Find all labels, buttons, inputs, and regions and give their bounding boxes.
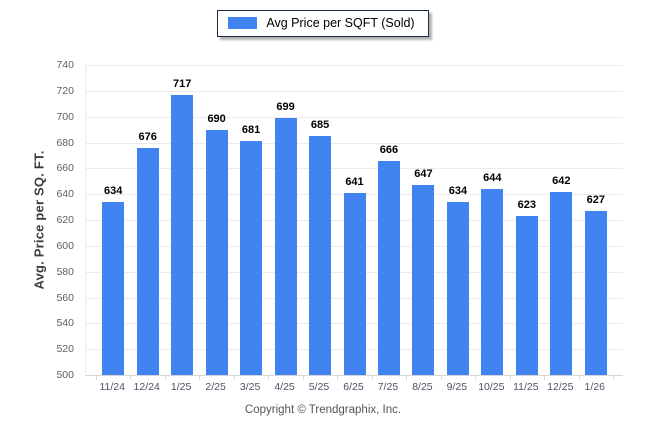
x-tick-mark (96, 376, 97, 380)
x-tick-label: 1/26 (584, 381, 605, 393)
bar-value-label: 690 (207, 112, 226, 125)
bar-value-label: 623 (517, 199, 536, 212)
bar-value-label: 644 (483, 172, 502, 184)
x-tick-label: 10/25 (478, 381, 505, 393)
x-tick-mark (233, 376, 235, 380)
bar-value-label: 685 (310, 119, 330, 132)
legend-swatch-icon (228, 17, 258, 30)
y-tick-label: 520 (56, 343, 74, 356)
bar-12/24 (136, 147, 159, 375)
bar-value-label: 634 (104, 184, 123, 197)
y-tick-label: 540 (56, 317, 74, 330)
x-tick-label: 6/25 (343, 381, 364, 393)
y-tick-label: 700 (56, 110, 74, 123)
gridline (86, 116, 623, 118)
x-tick-mark (199, 376, 201, 380)
bar-value-label: 676 (138, 130, 157, 143)
bar-value-label: 627 (586, 193, 605, 206)
bar-2/25 (205, 129, 228, 375)
x-tick-label: 9/25 (446, 381, 468, 393)
bar-value-label: 666 (379, 143, 399, 156)
y-tick-label: 740 (56, 59, 74, 71)
x-tick-label: 8/25 (412, 381, 433, 393)
gridline (86, 90, 623, 92)
y-tick-label: 660 (56, 162, 74, 175)
x-tick-mark (578, 376, 580, 380)
x-axis-labels: 11/24 12/24 1/25 2/25 3/25 4/25 5/25 6/25 7/25 8/… (85, 382, 622, 398)
bar-value-label: 634 (448, 184, 468, 197)
bar-8/25 (412, 185, 435, 375)
bar-10/25 (481, 189, 504, 375)
y-tick-label: 560 (56, 291, 74, 304)
bar-9/25 (446, 201, 469, 375)
bar-value-label: 642 (552, 174, 571, 187)
x-tick-label: 1/25 (170, 381, 192, 393)
x-tick-label: 3/25 (239, 381, 261, 393)
y-tick-label: 600 (56, 239, 74, 252)
y-tick-label: 580 (56, 265, 74, 278)
x-tick-label: 11/25 (513, 381, 539, 393)
legend-box: Avg Price per SQFT (Sold) (217, 10, 429, 37)
bar-4/25 (274, 117, 297, 375)
bar-11/25 (515, 216, 538, 375)
bar-value-label: 699 (276, 100, 295, 113)
x-tick-mark (613, 376, 614, 380)
y-tick-label: 640 (56, 188, 74, 201)
bar-value-label: 641 (345, 175, 364, 188)
legend-label: Avg Price per SQFT (Sold) (266, 16, 415, 30)
x-tick-mark (268, 376, 270, 380)
x-tick-mark (440, 376, 442, 380)
y-axis-labels: 500 520 540 560 580 600 620 640 660 680 700 720 740 (0, 60, 80, 380)
x-tick-mark (509, 376, 511, 380)
gridline (86, 65, 623, 66)
copyright-text: Copyright © Trendgraphix, Inc. (244, 404, 402, 416)
x-tick-label: 12/25 (547, 381, 574, 393)
bar-value-label: 647 (414, 168, 433, 181)
x-tick-label: 7/25 (377, 381, 399, 393)
x-tick-mark (544, 376, 546, 380)
plot-area: 634 676 717 690 681 699 685 641 666 647 634 644 623 6… (85, 65, 623, 380)
x-tick-mark (130, 376, 132, 380)
bar-1/25 (171, 94, 194, 375)
bar-5/25 (309, 136, 332, 375)
x-tick-label: 4/25 (274, 381, 295, 393)
y-tick-label: 620 (56, 214, 74, 226)
x-tick-label: 5/25 (308, 381, 330, 393)
bar-11/24 (102, 201, 125, 375)
bar-1/26 (584, 210, 607, 375)
x-tick-label: 12/24 (133, 381, 160, 393)
y-tick-label: 680 (56, 136, 74, 149)
y-tick-label: 500 (56, 369, 74, 381)
bar-3/25 (240, 141, 263, 375)
gridline (86, 142, 623, 144)
x-tick-mark (371, 376, 373, 380)
x-tick-mark (337, 376, 339, 380)
x-tick-label: 11/24 (99, 381, 125, 393)
legend: Avg Price per SQFT (Sold) (0, 10, 646, 37)
y-tick-label: 720 (56, 84, 74, 97)
bar-value-label: 681 (241, 124, 261, 137)
bar-value-label: 717 (172, 77, 192, 90)
x-tick-mark (302, 376, 304, 380)
gridline (86, 168, 623, 170)
x-tick-label: 2/25 (205, 381, 226, 393)
bar-12/25 (550, 191, 573, 375)
bar-6/25 (343, 192, 366, 375)
bar-7/25 (377, 160, 400, 375)
x-tick-mark (475, 376, 477, 380)
x-tick-mark (406, 376, 408, 380)
x-tick-mark (164, 376, 166, 380)
